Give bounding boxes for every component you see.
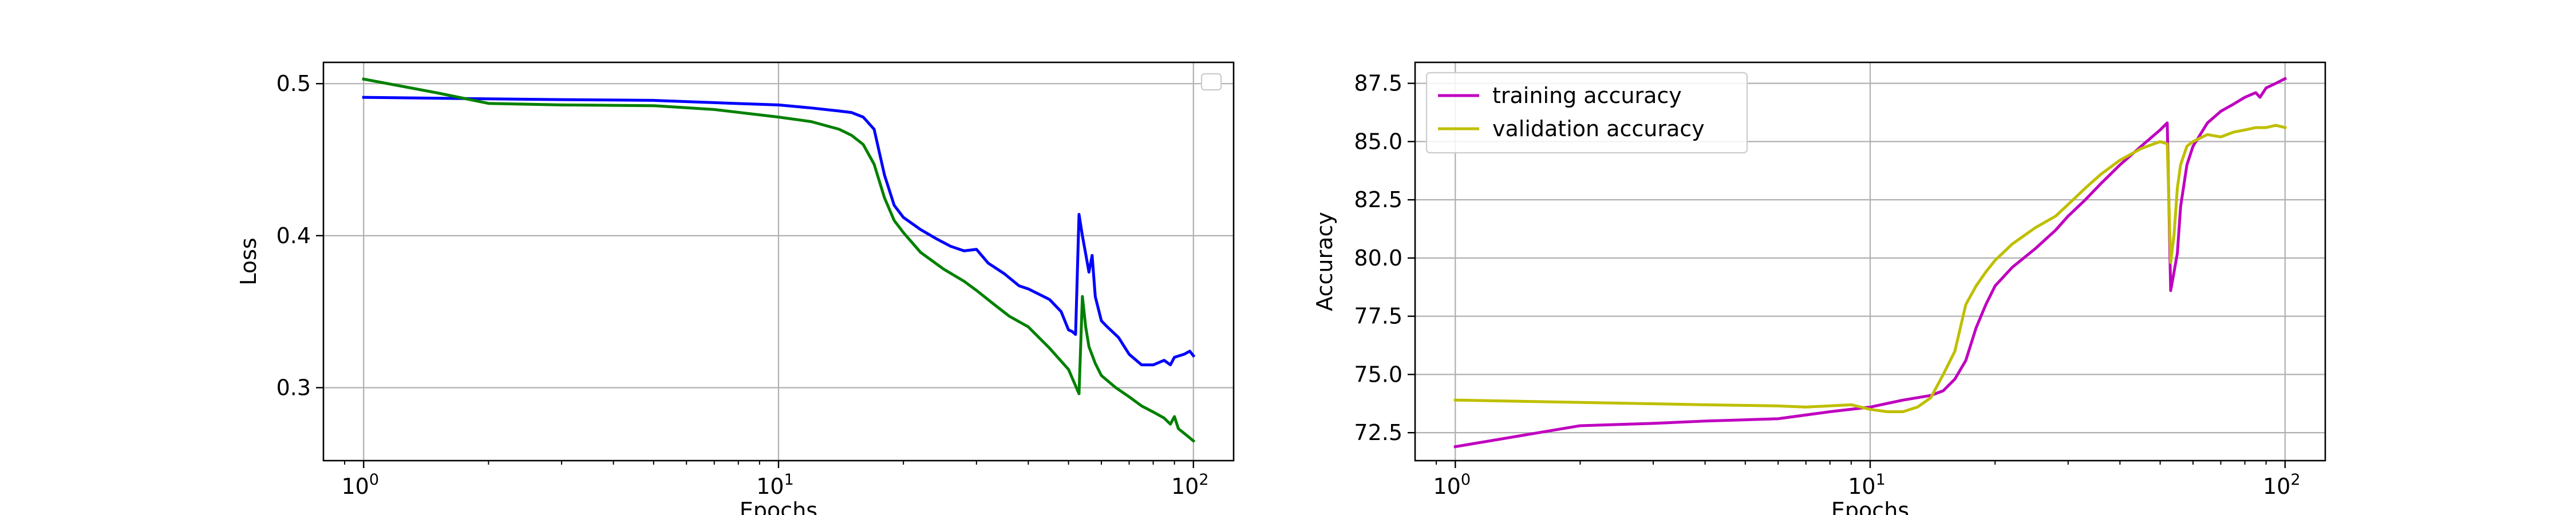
x-tick-label: 102	[2263, 471, 2301, 499]
legend: training accuracy validation accuracy	[1425, 72, 1748, 154]
legend-label: training accuracy	[1492, 83, 1682, 108]
x-tick-label: 101	[1848, 471, 1886, 499]
series-line-validation-accuracy	[1453, 124, 2287, 414]
series-line-2	[362, 77, 1196, 443]
x-tick-label: 101	[756, 471, 794, 499]
x-tick-label: 100	[1433, 471, 1471, 499]
legend-box	[1200, 73, 1222, 91]
y-tick-label: 85.0	[1354, 129, 1402, 154]
y-axis-label: Loss	[236, 237, 261, 285]
series-line-1	[362, 96, 1196, 367]
y-tick-label: 0.5	[276, 71, 311, 96]
y-tick-label: 87.5	[1354, 71, 1402, 96]
y-tick-label: 72.5	[1354, 420, 1402, 445]
series-group	[362, 77, 1196, 443]
x-tick-label: 100	[341, 471, 379, 499]
series-line-training-accuracy	[1453, 77, 2287, 449]
y-tick-label: 82.5	[1354, 187, 1402, 212]
legend-label: validation accuracy	[1492, 116, 1705, 141]
y-tick-label: 75.0	[1354, 362, 1402, 387]
y-axis-label: Accuracy	[1312, 212, 1337, 311]
y-tick-label: 77.5	[1354, 304, 1402, 329]
chart-2: 100 101 102 72.5 75.0 77.5 80.0 82.5 85.0 87.5 Epo…	[1312, 61, 2326, 515]
y-tick-label: 0.3	[276, 375, 311, 400]
x-axis-label: Epochs	[740, 498, 817, 515]
y-tick-label: 80.0	[1354, 245, 1402, 271]
chart-1: 100 101 102 0.3 0.4 0.5 Epochs Loss	[236, 61, 1235, 515]
x-tick-label: 102	[1171, 471, 1209, 499]
y-tick-label: 0.4	[276, 223, 311, 248]
series-group	[1453, 77, 2287, 449]
x-axis-label: Epochs	[1831, 498, 1909, 515]
legend-box	[1425, 72, 1748, 154]
